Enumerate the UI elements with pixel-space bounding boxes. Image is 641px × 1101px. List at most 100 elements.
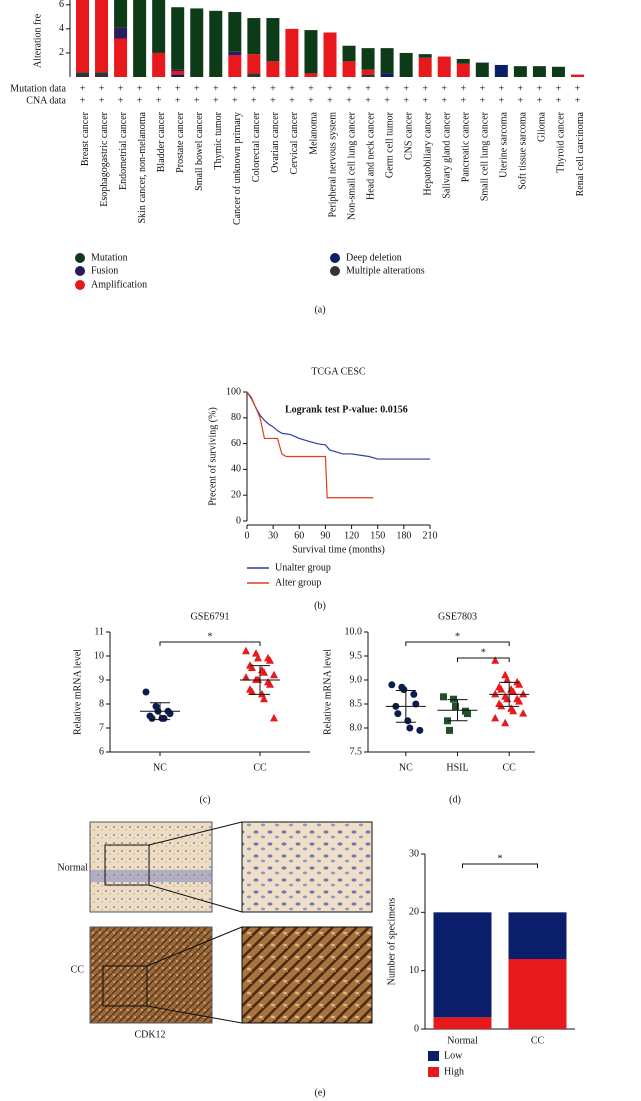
data-point bbox=[416, 726, 424, 734]
data-point bbox=[491, 656, 500, 664]
legend-label: Multiple alterations bbox=[346, 265, 425, 276]
legend-marker bbox=[75, 253, 85, 263]
zoom-line bbox=[146, 926, 243, 967]
bar-segment bbox=[399, 52, 413, 77]
x-tick-label: Head and neck cancer bbox=[365, 111, 376, 200]
data-point bbox=[515, 697, 524, 705]
row-mark: + bbox=[422, 83, 428, 94]
y-tick-label: 0 bbox=[236, 515, 241, 526]
bar-segment bbox=[171, 69, 185, 71]
row-mark: + bbox=[384, 95, 390, 106]
data-point bbox=[248, 687, 256, 695]
bar-segment bbox=[114, 38, 128, 77]
data-point bbox=[242, 646, 250, 655]
row-mark: + bbox=[270, 83, 276, 94]
y-tick-label: 11 bbox=[94, 626, 104, 637]
x-tick-label: Pancreatic cancer bbox=[461, 111, 472, 182]
bar-segment bbox=[76, 72, 90, 77]
x-tick-label: NC bbox=[399, 762, 413, 773]
row-label: CC bbox=[71, 964, 85, 975]
row-mark: + bbox=[346, 83, 352, 94]
error-bar bbox=[150, 702, 170, 721]
x-tick-label: HSIL bbox=[446, 762, 468, 773]
zoom-line bbox=[148, 821, 243, 846]
data-point bbox=[440, 693, 447, 701]
bar-segment bbox=[304, 30, 318, 74]
data-point bbox=[160, 714, 168, 722]
row-label: CNA data bbox=[26, 95, 66, 106]
row-mark: + bbox=[518, 83, 524, 94]
row-mark: + bbox=[441, 95, 447, 106]
bar-segment bbox=[228, 51, 242, 56]
y-tick-label: 40 bbox=[231, 464, 241, 475]
row-mark: + bbox=[213, 83, 219, 94]
data-point bbox=[166, 710, 174, 718]
row-mark: + bbox=[556, 83, 562, 94]
x-tick-label: 0 bbox=[245, 530, 250, 541]
legend-marker bbox=[75, 280, 85, 290]
bar-segment bbox=[114, 0, 128, 28]
zoom-box bbox=[102, 965, 148, 1007]
bar-segment bbox=[456, 63, 470, 77]
bar-segment bbox=[171, 74, 185, 77]
data-point bbox=[509, 706, 518, 715]
bar-segment bbox=[247, 54, 261, 74]
y-tick-label: 10 bbox=[409, 965, 419, 976]
data-point bbox=[394, 710, 402, 718]
legend-label: Alter group bbox=[275, 577, 321, 588]
data-point bbox=[406, 724, 414, 732]
legend-label: Deep deletion bbox=[346, 252, 402, 263]
row-mark: + bbox=[156, 95, 162, 106]
x-tick-label: 90 bbox=[320, 530, 330, 541]
bar-segment bbox=[508, 959, 567, 1029]
row-mark: + bbox=[537, 83, 543, 94]
annotation: Logrank test P-value: 0.0156 bbox=[285, 404, 408, 415]
row-mark: + bbox=[251, 95, 257, 106]
bar-segment bbox=[437, 56, 451, 77]
row-mark: + bbox=[403, 83, 409, 94]
row-mark: + bbox=[232, 83, 238, 94]
row-mark: + bbox=[537, 95, 543, 106]
bar-segment bbox=[532, 66, 546, 77]
y-tick-label: 8.0 bbox=[350, 722, 363, 733]
row-mark: + bbox=[499, 83, 505, 94]
data-point bbox=[242, 673, 250, 681]
y-tick-label: 6 bbox=[99, 746, 104, 757]
y-tick-label: 0 bbox=[414, 1023, 419, 1034]
x-tick-label: Peripheral nervous system bbox=[327, 112, 338, 218]
significance-label: * bbox=[455, 631, 460, 642]
legend-marker bbox=[330, 253, 340, 263]
legend-marker bbox=[428, 1067, 439, 1077]
row-mark: + bbox=[479, 95, 485, 106]
x-tick-label: Glioma bbox=[537, 111, 548, 142]
row-mark: + bbox=[308, 83, 314, 94]
y-axis-label: Relative mRNA level bbox=[322, 649, 333, 735]
row-mark: + bbox=[118, 83, 124, 94]
significance-bracket bbox=[159, 641, 261, 646]
row-mark: + bbox=[365, 95, 371, 106]
bar-segment bbox=[95, 0, 109, 73]
row-mark: + bbox=[156, 83, 162, 94]
significance-bracket bbox=[405, 641, 510, 646]
bar-segment bbox=[152, 0, 166, 53]
row-mark: + bbox=[194, 83, 200, 94]
row-mark: + bbox=[460, 95, 466, 106]
x-tick-label: Skin cancer, non-melanoma bbox=[137, 111, 148, 223]
data-point bbox=[266, 680, 274, 688]
x-tick-label: Uterine sarcoma bbox=[499, 111, 510, 177]
x-tick-label: CC bbox=[531, 1035, 545, 1046]
data-point bbox=[491, 713, 500, 722]
x-tick-label: Thymic tumor bbox=[213, 111, 224, 169]
data-point bbox=[452, 702, 459, 710]
row-mark: + bbox=[194, 95, 200, 106]
x-tick-label: Renal cell carcinoma bbox=[575, 111, 586, 196]
y-tick-label: 20 bbox=[409, 907, 419, 918]
row-mark: + bbox=[327, 83, 333, 94]
data-point bbox=[519, 709, 528, 717]
data-point bbox=[497, 685, 506, 693]
y-tick-label: 20 bbox=[231, 489, 241, 500]
row-mark: + bbox=[232, 95, 238, 106]
bar-segment bbox=[418, 57, 432, 77]
ihc-images: Normal CC CDK12 bbox=[57, 821, 373, 1040]
